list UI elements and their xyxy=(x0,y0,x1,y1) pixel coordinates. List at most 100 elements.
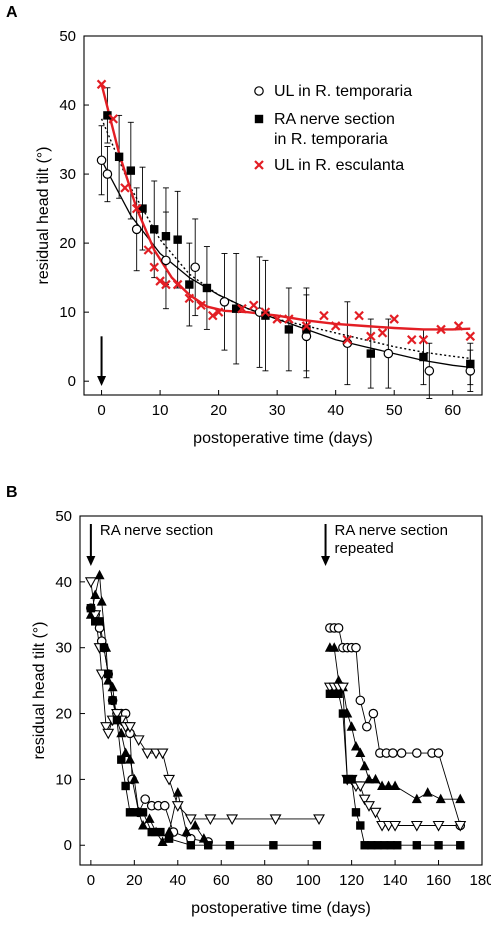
data-point-series-4 xyxy=(360,841,369,850)
data-point-series-2 xyxy=(185,280,194,289)
data-point-series-2 xyxy=(390,780,401,790)
data-point-series-3-stroke xyxy=(161,279,171,290)
data-point-series-2 xyxy=(90,589,101,600)
panel-b-y-tick-label: 30 xyxy=(55,640,72,657)
data-point-series-2 xyxy=(359,760,370,771)
data-point-series-2 xyxy=(350,740,361,751)
data-point-series-4 xyxy=(99,643,109,652)
data-point-series-3 xyxy=(369,807,382,819)
legend-label-series-3: UL in R. esculanta xyxy=(274,157,404,174)
data-point-series-4 xyxy=(330,689,339,698)
panel-b-label: B xyxy=(6,484,18,501)
data-point-series-3 xyxy=(354,310,364,321)
data-point-series-3 xyxy=(406,334,417,345)
panel-a-y-tick-label: 20 xyxy=(59,235,76,252)
data-point-series-3 xyxy=(96,79,107,90)
data-point-series-2 xyxy=(383,780,394,790)
data-point-series-3-stroke xyxy=(131,203,142,214)
data-point-series-3-stroke xyxy=(272,314,282,324)
data-point-series-2 xyxy=(455,793,466,804)
data-point-series-3 xyxy=(453,321,464,331)
data-point-series-3 xyxy=(132,735,145,747)
data-point-series-3 xyxy=(161,279,171,290)
data-point-series-2 xyxy=(419,352,428,362)
data-point-series-3 xyxy=(301,321,312,331)
panel-b-annotation-repeated: repeated xyxy=(335,540,394,557)
data-point-series-3 xyxy=(120,183,130,193)
data-point-series-3 xyxy=(260,307,271,317)
panel-a-y-tick-label: 10 xyxy=(59,304,76,321)
panel-b-x-tick-label: 60 xyxy=(213,872,230,889)
data-point-series-2 xyxy=(120,747,131,758)
data-point-series-4 xyxy=(117,755,126,764)
data-point-series-4 xyxy=(386,841,395,850)
legend-marker-series-3 xyxy=(254,160,264,170)
panel-b-annotation-section: RA nerve section xyxy=(100,522,213,539)
data-point-series-1 xyxy=(351,642,361,653)
data-point-series-1 xyxy=(383,348,394,359)
data-point-series-3-stroke xyxy=(354,310,364,321)
data-point-series-2 xyxy=(411,793,422,804)
data-point-series-3 xyxy=(226,814,239,826)
data-point-series-1 xyxy=(219,296,230,307)
data-point-series-2 xyxy=(261,311,270,320)
data-point-series-3 xyxy=(111,708,123,720)
data-point-series-2 xyxy=(129,773,140,784)
data-point-series-3 xyxy=(366,331,376,342)
fit-curve-series-3 xyxy=(100,84,471,331)
panel-a-x-tick-label: 30 xyxy=(269,402,286,419)
data-point-series-4 xyxy=(125,808,135,817)
data-point-series-3-stroke xyxy=(248,300,259,311)
data-point-series-2 xyxy=(366,349,375,358)
panel-a-y-tick-label: 30 xyxy=(59,166,76,183)
panel-b: 0 20 40 60 80 100 120 140 160 180 0 10 20 30 40 50 posto… xyxy=(6,484,491,917)
data-point-series-3 xyxy=(184,814,197,826)
data-point-series-3 xyxy=(163,774,176,786)
panel-a-label: A xyxy=(6,4,18,21)
data-point-series-1 xyxy=(190,262,201,273)
data-point-series-3 xyxy=(389,820,402,832)
data-point-series-3 xyxy=(102,728,115,740)
data-point-series-2 xyxy=(138,204,147,213)
data-point-series-2 xyxy=(150,225,159,234)
data-point-series-2 xyxy=(231,304,241,313)
data-point-series-3-stroke xyxy=(406,334,417,345)
data-point-series-4 xyxy=(325,689,335,698)
data-point-series-3-stroke xyxy=(184,293,195,304)
data-point-series-3 xyxy=(454,820,467,832)
data-point-series-3 xyxy=(149,262,160,273)
data-point-series-3 xyxy=(213,307,224,317)
panel-b-x-tick-label: 80 xyxy=(256,872,273,889)
data-point-series-4 xyxy=(186,841,196,850)
data-point-series-3-stroke xyxy=(149,262,160,273)
data-point-series-4 xyxy=(373,841,382,850)
data-point-series-3 xyxy=(358,794,371,806)
data-point-series-4 xyxy=(164,834,174,843)
data-point-series-3-stroke xyxy=(319,310,329,321)
data-point-series-2 xyxy=(202,283,212,293)
panel-a-x-tick-label: 60 xyxy=(444,402,461,419)
data-point-series-2 xyxy=(124,754,135,764)
data-point-series-3 xyxy=(237,303,247,314)
data-point-series-3 xyxy=(269,814,282,826)
data-point-series-3 xyxy=(436,324,446,335)
panel-b-x-tick-label: 140 xyxy=(383,872,408,889)
data-point-series-3 xyxy=(143,245,154,255)
data-point-series-3 xyxy=(319,310,329,321)
panel-b-y-tick-label: 50 xyxy=(55,508,72,525)
data-point-series-4 xyxy=(147,827,156,837)
data-point-series-1 xyxy=(433,748,444,758)
data-point-series-4 xyxy=(112,715,122,725)
data-point-series-3-stroke xyxy=(213,307,224,317)
data-point-series-1 xyxy=(333,623,344,633)
data-point-series-2 xyxy=(114,152,124,162)
data-point-series-4 xyxy=(269,841,278,850)
legend-marker-series-1 xyxy=(254,86,264,96)
data-point-series-3-stroke xyxy=(465,331,476,342)
data-point-series-3 xyxy=(184,293,195,304)
data-point-series-2 xyxy=(181,826,192,837)
data-point-series-2 xyxy=(126,166,136,175)
data-point-series-2 xyxy=(190,819,201,830)
panel-b-x-tick-label: 120 xyxy=(339,872,364,889)
data-point-series-4 xyxy=(380,841,389,850)
